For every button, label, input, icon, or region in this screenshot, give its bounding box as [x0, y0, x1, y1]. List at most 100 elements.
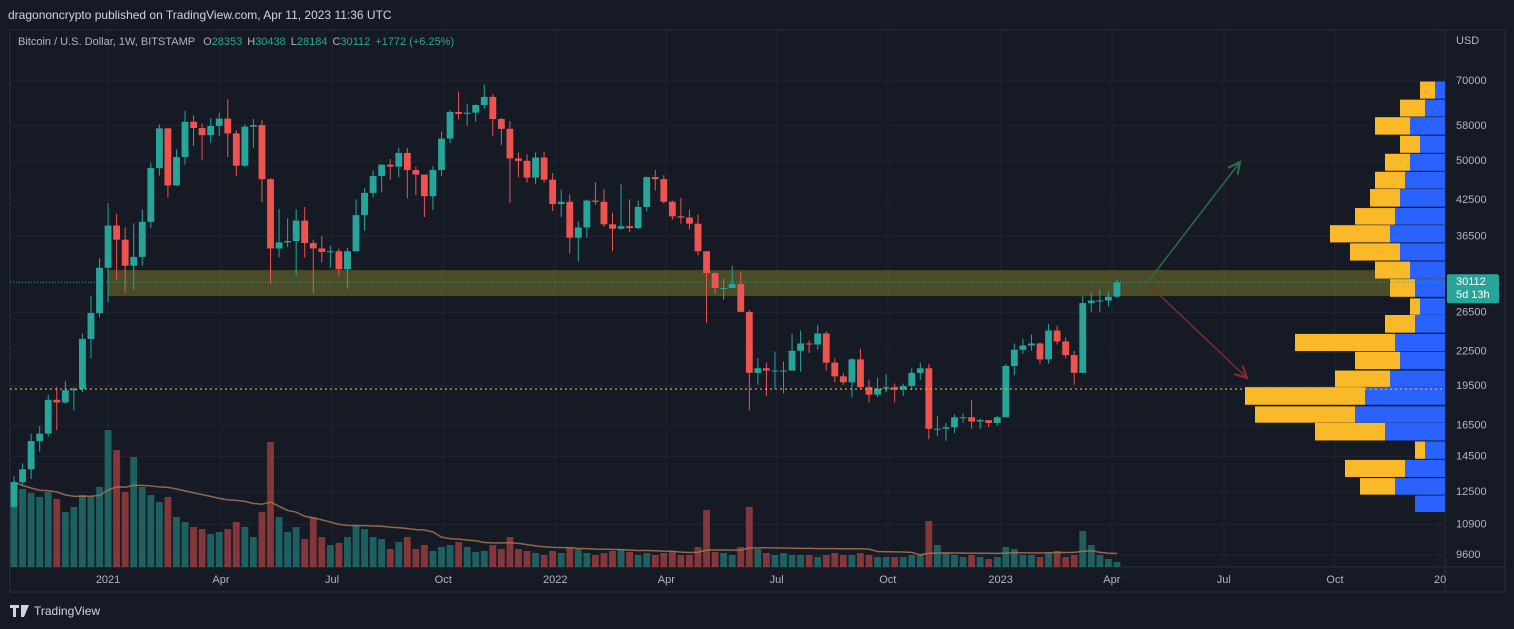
candle-body [455, 111, 463, 114]
volume-bar [865, 555, 873, 567]
volume-bar [643, 553, 651, 567]
volume-bar [463, 547, 471, 567]
candle-body [215, 118, 223, 126]
candle-body [822, 333, 830, 363]
candle-body [711, 273, 719, 289]
candles [10, 84, 1121, 509]
volume-bar [703, 510, 710, 567]
candle-body [130, 256, 138, 266]
candle-body [241, 126, 249, 166]
volume-bar [711, 552, 719, 567]
volume-bar [438, 547, 445, 567]
volume-bar [318, 537, 326, 567]
y-tick-label: 50000 [1456, 155, 1487, 167]
x-tick-label: 2021 [96, 574, 120, 586]
profile-up [1405, 171, 1445, 189]
volume-bar [651, 555, 659, 567]
candle-body [10, 482, 18, 507]
volume-bar [839, 555, 847, 567]
volume-bar [549, 551, 557, 567]
profile-down [1410, 298, 1420, 315]
candle-body [839, 376, 847, 383]
volume-bar [908, 555, 916, 567]
volume-bar [10, 482, 18, 567]
candle-body [249, 125, 257, 127]
y-tick-label: 12500 [1456, 486, 1487, 498]
candle-body [1087, 300, 1095, 304]
candle-body [1010, 349, 1018, 367]
candle-body [1019, 345, 1027, 350]
profile-down [1335, 370, 1390, 387]
volume-bar [916, 555, 924, 567]
volume-bar [720, 553, 728, 567]
candle-body [703, 251, 710, 274]
candle-body [44, 399, 52, 434]
profile-up [1420, 298, 1445, 315]
ohlc-value: 28353 [212, 36, 243, 48]
volume-bar [677, 555, 685, 567]
volume-bar [728, 555, 736, 567]
volume-bar [249, 537, 257, 567]
x-tick-label: Apr [1103, 574, 1120, 586]
ohlc-prefix: L [291, 36, 297, 48]
volume-bar [224, 529, 232, 567]
volume-bar [275, 517, 283, 567]
volume-bar [899, 557, 907, 567]
volume-bar [429, 551, 437, 567]
volume-bar [403, 537, 411, 567]
candle-body [318, 248, 326, 252]
volume-bar [1045, 553, 1052, 567]
profile-down [1355, 351, 1400, 370]
profile-up [1395, 333, 1445, 352]
candle-body [797, 343, 805, 351]
volume-bar [455, 542, 463, 567]
candle-body [985, 420, 993, 423]
candle-body [1036, 343, 1044, 360]
profile-down [1330, 225, 1390, 243]
candle-body [1028, 343, 1035, 346]
volume-bar [591, 555, 599, 567]
currency: USD [1456, 35, 1479, 47]
candle-body [549, 179, 557, 205]
profile-down [1400, 135, 1420, 153]
candle-body [1104, 296, 1112, 301]
candle-body [762, 368, 770, 371]
profile-down [1385, 314, 1415, 333]
candle-body [848, 359, 856, 383]
candle-body [53, 399, 61, 403]
profile-down [1375, 261, 1410, 279]
volume-bar [113, 450, 121, 567]
candle-body [19, 469, 26, 483]
volume-bar [104, 430, 112, 567]
candle-body [173, 157, 180, 186]
profile-down [1390, 279, 1415, 297]
profile-up [1425, 99, 1445, 117]
profile-up [1415, 495, 1445, 513]
candle-body [480, 96, 488, 106]
x-tick-label: Oct [879, 574, 896, 586]
y-tick-label: 42500 [1456, 194, 1487, 206]
volume-bar [1019, 555, 1027, 567]
candle-body [745, 311, 753, 373]
up-arrow [1146, 162, 1240, 284]
x-tick-label: Jul [770, 574, 784, 586]
candle-body [951, 417, 958, 428]
volume-bar [857, 553, 864, 567]
profile-up [1410, 117, 1445, 135]
volume-bar [1096, 555, 1104, 567]
volume-bar [609, 551, 616, 567]
profile-up [1385, 422, 1445, 441]
publisher: dragononcrypto published on TradingView.… [8, 8, 392, 22]
candle-body [651, 177, 659, 180]
candle-body [386, 164, 394, 167]
candle-body [497, 119, 505, 129]
y-tick-label: 9600 [1456, 549, 1480, 561]
volume-bar [215, 532, 223, 567]
volume-bar [968, 555, 976, 567]
candle-body [446, 111, 454, 139]
volume-bar [497, 549, 505, 567]
symbol-legend: Bitcoin / U.S. Dollar, 1W, BITSTAMP O2835… [18, 36, 454, 48]
volume [10, 430, 1121, 567]
x-tick-label: 2022 [543, 574, 567, 586]
price-tag-countdown: 5d 13h [1456, 289, 1490, 301]
